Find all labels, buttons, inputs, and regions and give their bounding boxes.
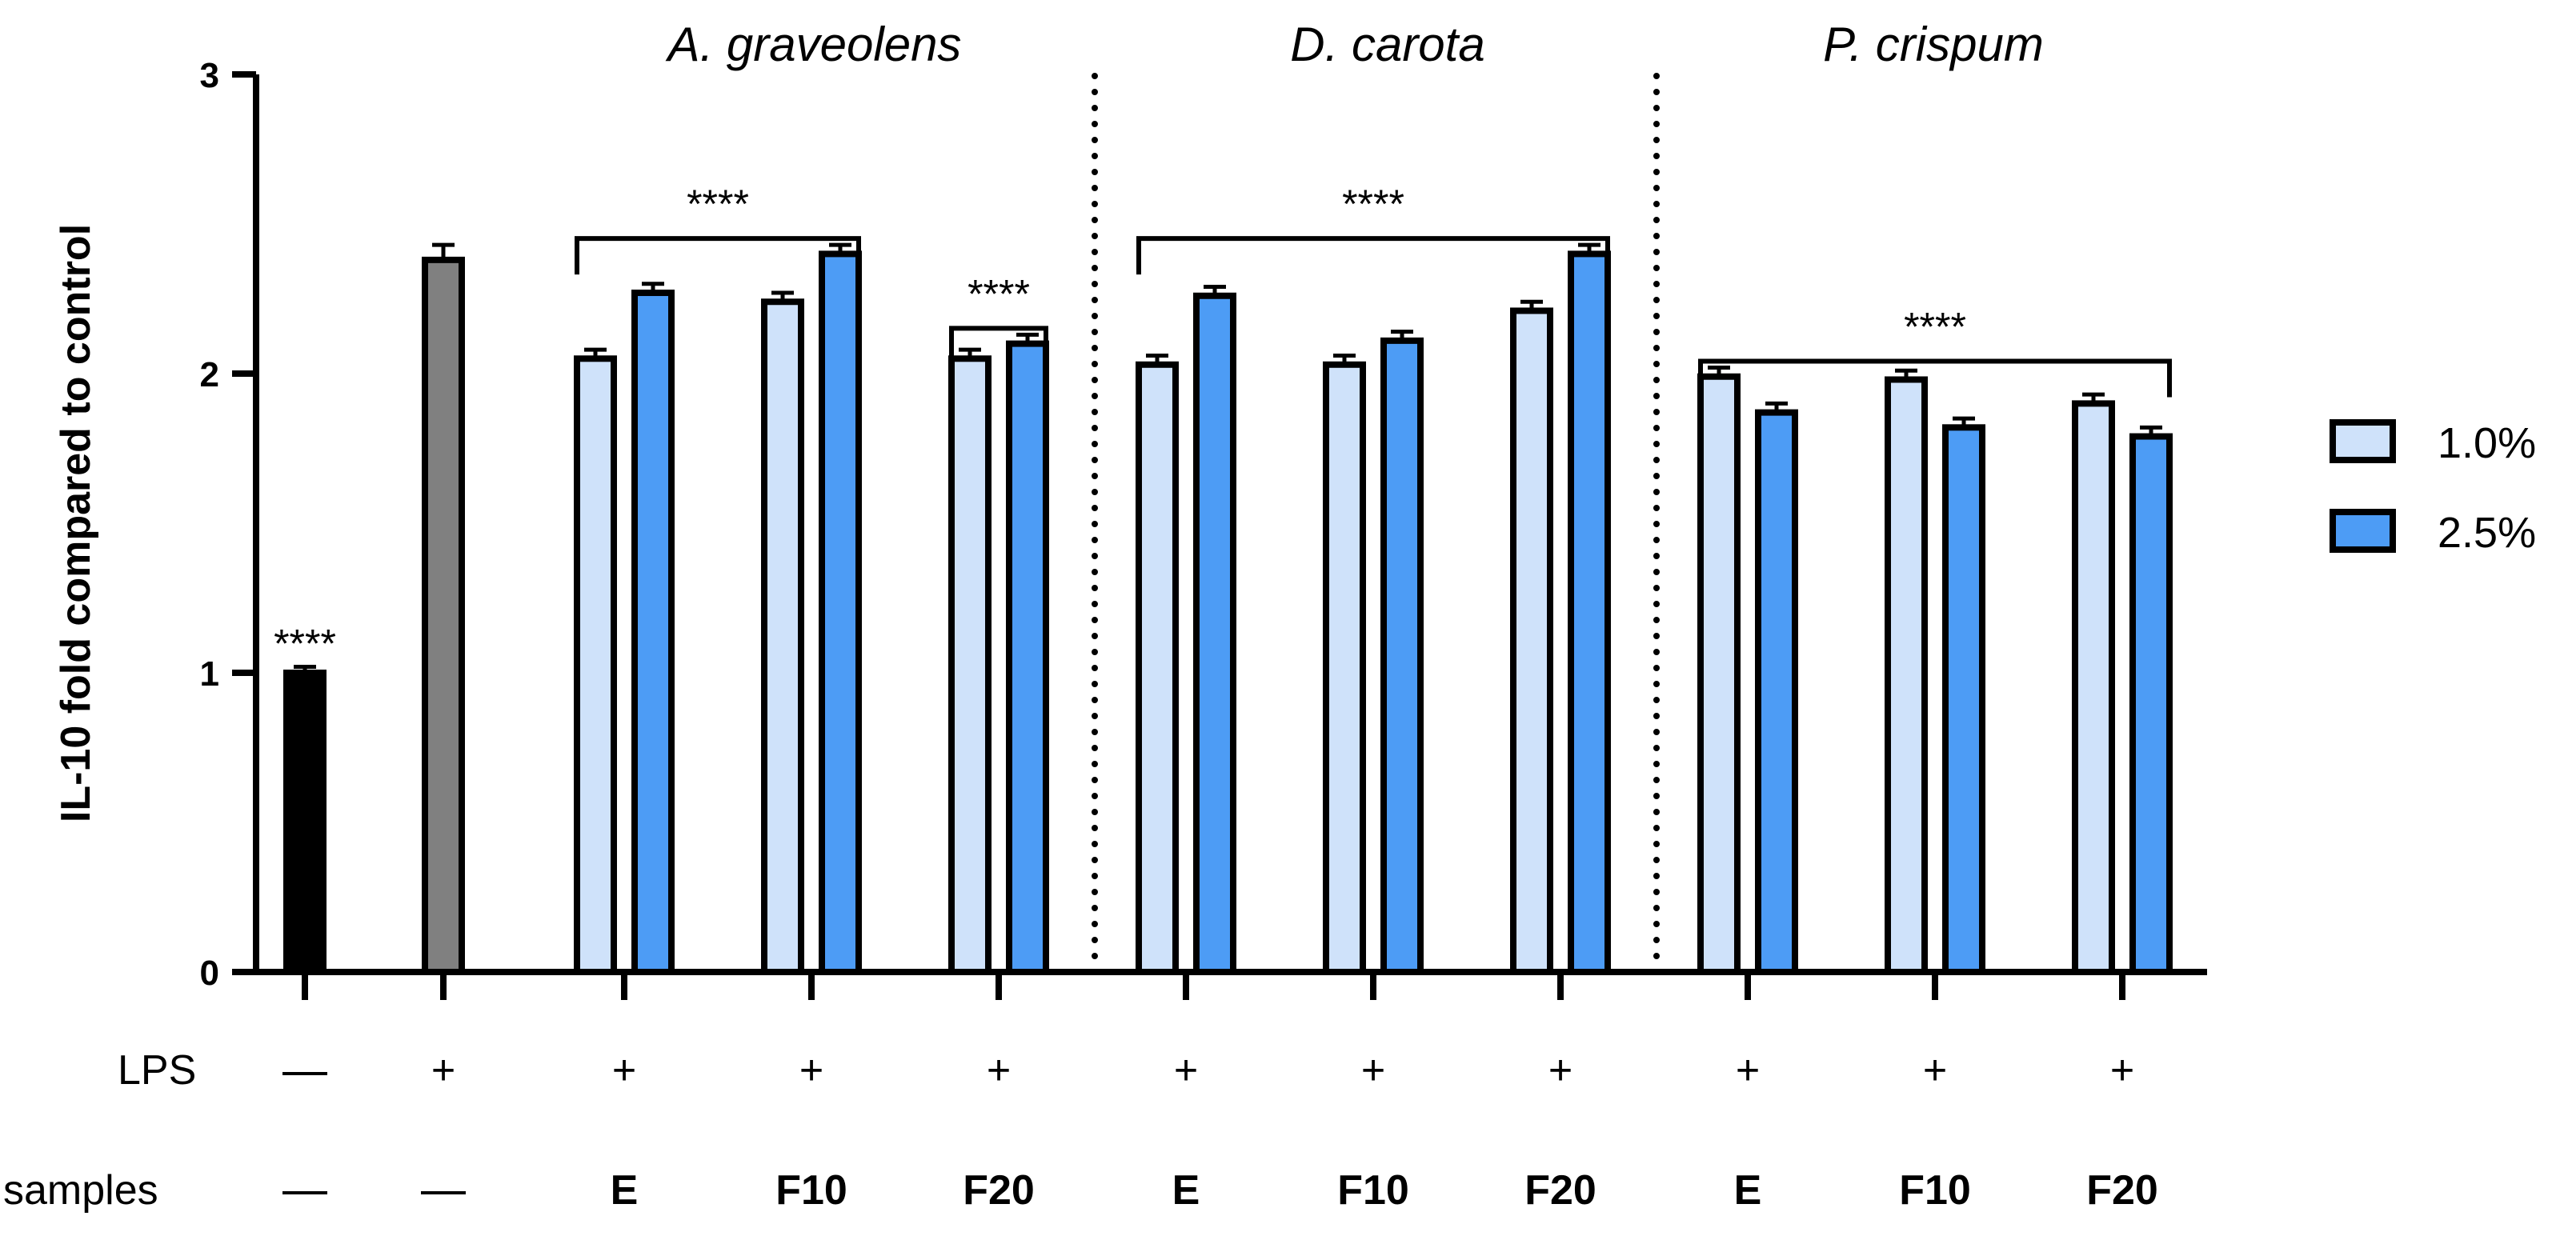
group-title-p-crispum: P. crispum (1823, 18, 2044, 71)
bar (2072, 400, 2115, 975)
sample-label: E (1734, 1167, 1762, 1214)
lps-mark: + (431, 1047, 455, 1094)
y-tick-label: 0 (200, 954, 219, 993)
error-bar (1204, 285, 1226, 296)
legend-swatch-1-0 (2330, 419, 2396, 463)
error-bar (2140, 425, 2162, 437)
samples-row: — — E F10 F20 E F10 F20 E F10 F20 (282, 1167, 2158, 1214)
sample-label: F10 (1337, 1167, 1409, 1214)
error-bar (1895, 368, 1917, 380)
error-bar (2082, 392, 2105, 404)
lps-mark: + (1174, 1047, 1198, 1094)
error-bar (771, 290, 794, 302)
lps-mark: + (1923, 1047, 1947, 1094)
lps-mark: + (799, 1047, 823, 1094)
lps-mark: + (1361, 1047, 1385, 1094)
error-bar (294, 665, 316, 673)
sample-label: F20 (1524, 1167, 1596, 1214)
sample-label: E (611, 1167, 639, 1214)
error-bar (1578, 242, 1600, 254)
y-axis-label: IL-10 fold compared to control (53, 224, 99, 822)
error-bar (1708, 366, 1730, 377)
group-title-a-graveolens: A. graveolens (666, 18, 962, 71)
sample-label: E (1172, 1167, 1200, 1214)
bar (1697, 373, 1741, 975)
lps-mark-text: — (289, 1055, 321, 1090)
error-bar (1016, 332, 1039, 344)
bar (1942, 424, 1985, 975)
legend: 1.0% 2.5% (2330, 419, 2536, 557)
legend-label-1-0: 1.0% (2438, 419, 2536, 467)
significance-bracket (575, 236, 861, 275)
bar (948, 355, 992, 975)
significance-brackets: **** **** **** **** (575, 182, 2172, 398)
sample-label: F10 (775, 1167, 847, 1214)
bar (2129, 433, 2173, 975)
y-tick-label: 2 (200, 355, 219, 394)
bar (1380, 337, 1424, 975)
significance-stars: **** (1342, 182, 1404, 226)
error-bar (1953, 416, 1975, 428)
lps-row: — + + + + + + + + + + (282, 1047, 2134, 1094)
bar (1006, 340, 1049, 976)
group-title-d-carota: D. carota (1290, 18, 1484, 71)
y-ticks: 0 1 2 3 (200, 56, 256, 993)
error-bar (829, 242, 851, 254)
bar (1755, 409, 1798, 975)
significance-stars: **** (274, 622, 336, 666)
sample-mark-text: — (289, 1174, 321, 1210)
lps-mark: + (987, 1047, 1011, 1094)
bar (1568, 250, 1611, 975)
error-bar (1520, 299, 1543, 311)
bar (761, 298, 804, 975)
error-bar (584, 347, 607, 359)
lps-mark: + (1736, 1047, 1760, 1094)
sample-mark-text: — (427, 1174, 459, 1210)
lps-mark: + (1548, 1047, 1572, 1094)
sample-label: F20 (2086, 1167, 2158, 1214)
bar (1136, 361, 1179, 975)
error-bar (959, 347, 981, 359)
sample-label: F20 (963, 1167, 1035, 1214)
bar (1193, 292, 1236, 975)
significance-stars: **** (687, 182, 749, 226)
y-tick-label: 3 (200, 56, 219, 95)
bar (1885, 376, 1928, 976)
lps-row-label: LPS (118, 1047, 196, 1094)
x-ticks (302, 972, 2125, 1000)
significance-stars: **** (968, 271, 1030, 316)
group-titles: A. graveolens D. carota P. crispum (666, 18, 2044, 71)
lps-mark: + (612, 1047, 636, 1094)
bar (1510, 307, 1553, 975)
lps-mark: + (2110, 1047, 2134, 1094)
y-tick-label: 1 (200, 654, 219, 694)
sample-label: F10 (1899, 1167, 1971, 1214)
legend-swatch-2-5 (2330, 509, 2396, 553)
bar (631, 290, 675, 975)
error-bar (1146, 354, 1168, 365)
error-bar (1333, 354, 1356, 365)
legend-label-2-5: 2.5% (2438, 509, 2536, 557)
error-bar (1765, 401, 1788, 413)
bar (283, 670, 327, 975)
significance-bracket (949, 326, 1048, 365)
error-bar (642, 282, 664, 294)
bar (574, 355, 617, 975)
bar (1323, 361, 1366, 975)
error-bar (1391, 330, 1413, 341)
significance-stars: **** (1904, 305, 1966, 350)
samples-row-label: samples (3, 1167, 158, 1214)
significance-bracket (1698, 358, 2172, 398)
significance-bracket (1136, 236, 1610, 275)
error-bar (432, 242, 455, 260)
bar (819, 250, 862, 975)
bar (422, 256, 465, 975)
error-bars (294, 242, 2162, 673)
